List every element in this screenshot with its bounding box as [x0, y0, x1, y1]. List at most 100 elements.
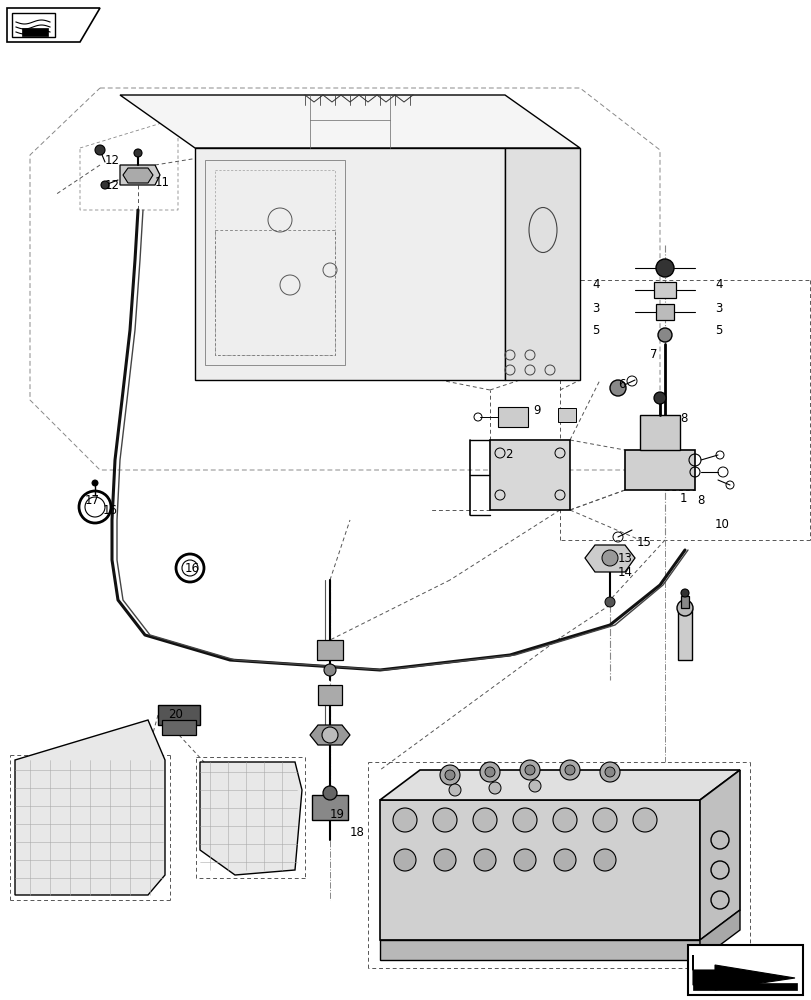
- Circle shape: [653, 392, 665, 404]
- Text: 3: 3: [714, 302, 722, 314]
- Polygon shape: [12, 13, 55, 37]
- Circle shape: [592, 808, 616, 832]
- Circle shape: [676, 600, 692, 616]
- Text: 4: 4: [714, 278, 722, 292]
- Polygon shape: [162, 720, 195, 735]
- Polygon shape: [639, 415, 679, 450]
- Polygon shape: [15, 720, 165, 895]
- Polygon shape: [692, 955, 794, 990]
- Text: 18: 18: [350, 826, 364, 839]
- Polygon shape: [504, 148, 579, 380]
- Circle shape: [528, 780, 540, 792]
- Text: 15: 15: [636, 536, 651, 548]
- Polygon shape: [680, 596, 689, 608]
- Polygon shape: [653, 282, 676, 298]
- Circle shape: [513, 849, 535, 871]
- Text: 17: 17: [85, 493, 100, 506]
- Circle shape: [513, 808, 536, 832]
- Text: 1: 1: [679, 491, 687, 504]
- Circle shape: [680, 589, 689, 597]
- Circle shape: [560, 760, 579, 780]
- Circle shape: [322, 727, 337, 743]
- Polygon shape: [380, 940, 699, 960]
- Circle shape: [473, 808, 496, 832]
- Text: 5: 5: [592, 324, 599, 336]
- Polygon shape: [120, 95, 579, 148]
- Text: 8: 8: [696, 493, 703, 506]
- Text: 5: 5: [714, 324, 722, 336]
- Text: 16: 16: [185, 562, 200, 574]
- Polygon shape: [692, 983, 796, 990]
- Circle shape: [474, 849, 496, 871]
- Polygon shape: [310, 725, 350, 745]
- Text: 19: 19: [329, 808, 345, 821]
- Circle shape: [393, 808, 417, 832]
- Polygon shape: [380, 770, 739, 800]
- Text: 11: 11: [155, 176, 169, 189]
- Circle shape: [655, 259, 673, 277]
- Circle shape: [601, 550, 617, 566]
- Circle shape: [85, 497, 105, 517]
- Circle shape: [488, 782, 500, 794]
- Circle shape: [92, 480, 98, 486]
- Circle shape: [519, 760, 539, 780]
- Circle shape: [604, 767, 614, 777]
- Text: 9: 9: [532, 403, 540, 416]
- Circle shape: [594, 849, 616, 871]
- Text: 10: 10: [714, 518, 729, 532]
- Polygon shape: [311, 795, 348, 820]
- Circle shape: [552, 808, 577, 832]
- Polygon shape: [200, 762, 302, 875]
- Text: 3: 3: [592, 302, 599, 314]
- Polygon shape: [318, 685, 341, 705]
- Text: 7: 7: [649, 349, 657, 361]
- Circle shape: [609, 380, 625, 396]
- Bar: [497, 407, 527, 427]
- Polygon shape: [122, 168, 152, 183]
- Circle shape: [323, 786, 337, 800]
- Polygon shape: [7, 8, 100, 42]
- Circle shape: [134, 149, 142, 157]
- Circle shape: [657, 328, 672, 342]
- Circle shape: [479, 762, 500, 782]
- Circle shape: [440, 765, 460, 785]
- Polygon shape: [195, 148, 504, 380]
- Text: 20: 20: [168, 708, 182, 721]
- Bar: [557, 408, 575, 422]
- Circle shape: [393, 849, 415, 871]
- Circle shape: [432, 808, 457, 832]
- Polygon shape: [677, 608, 691, 660]
- Polygon shape: [699, 910, 739, 960]
- Text: 6: 6: [617, 378, 624, 391]
- Polygon shape: [380, 800, 699, 940]
- Circle shape: [101, 181, 109, 189]
- Circle shape: [553, 849, 575, 871]
- Polygon shape: [489, 440, 569, 510]
- Text: 12: 12: [105, 179, 120, 192]
- Text: 8: 8: [679, 412, 687, 424]
- Text: 12: 12: [105, 154, 120, 167]
- Text: 13: 13: [617, 552, 632, 564]
- Polygon shape: [699, 770, 739, 940]
- Circle shape: [444, 770, 454, 780]
- Polygon shape: [316, 640, 342, 660]
- Text: 4: 4: [592, 278, 599, 292]
- Circle shape: [633, 808, 656, 832]
- Polygon shape: [22, 28, 48, 36]
- Circle shape: [433, 849, 456, 871]
- Text: 2: 2: [504, 448, 512, 462]
- Polygon shape: [158, 705, 200, 725]
- Polygon shape: [584, 545, 634, 572]
- Polygon shape: [655, 304, 673, 320]
- Circle shape: [604, 597, 614, 607]
- Text: 16: 16: [103, 504, 118, 516]
- Circle shape: [599, 762, 620, 782]
- Circle shape: [525, 765, 534, 775]
- Circle shape: [484, 767, 495, 777]
- Circle shape: [182, 560, 198, 576]
- Circle shape: [324, 664, 336, 676]
- Text: 14: 14: [617, 566, 633, 580]
- Circle shape: [564, 765, 574, 775]
- Circle shape: [95, 145, 105, 155]
- Polygon shape: [624, 450, 694, 490]
